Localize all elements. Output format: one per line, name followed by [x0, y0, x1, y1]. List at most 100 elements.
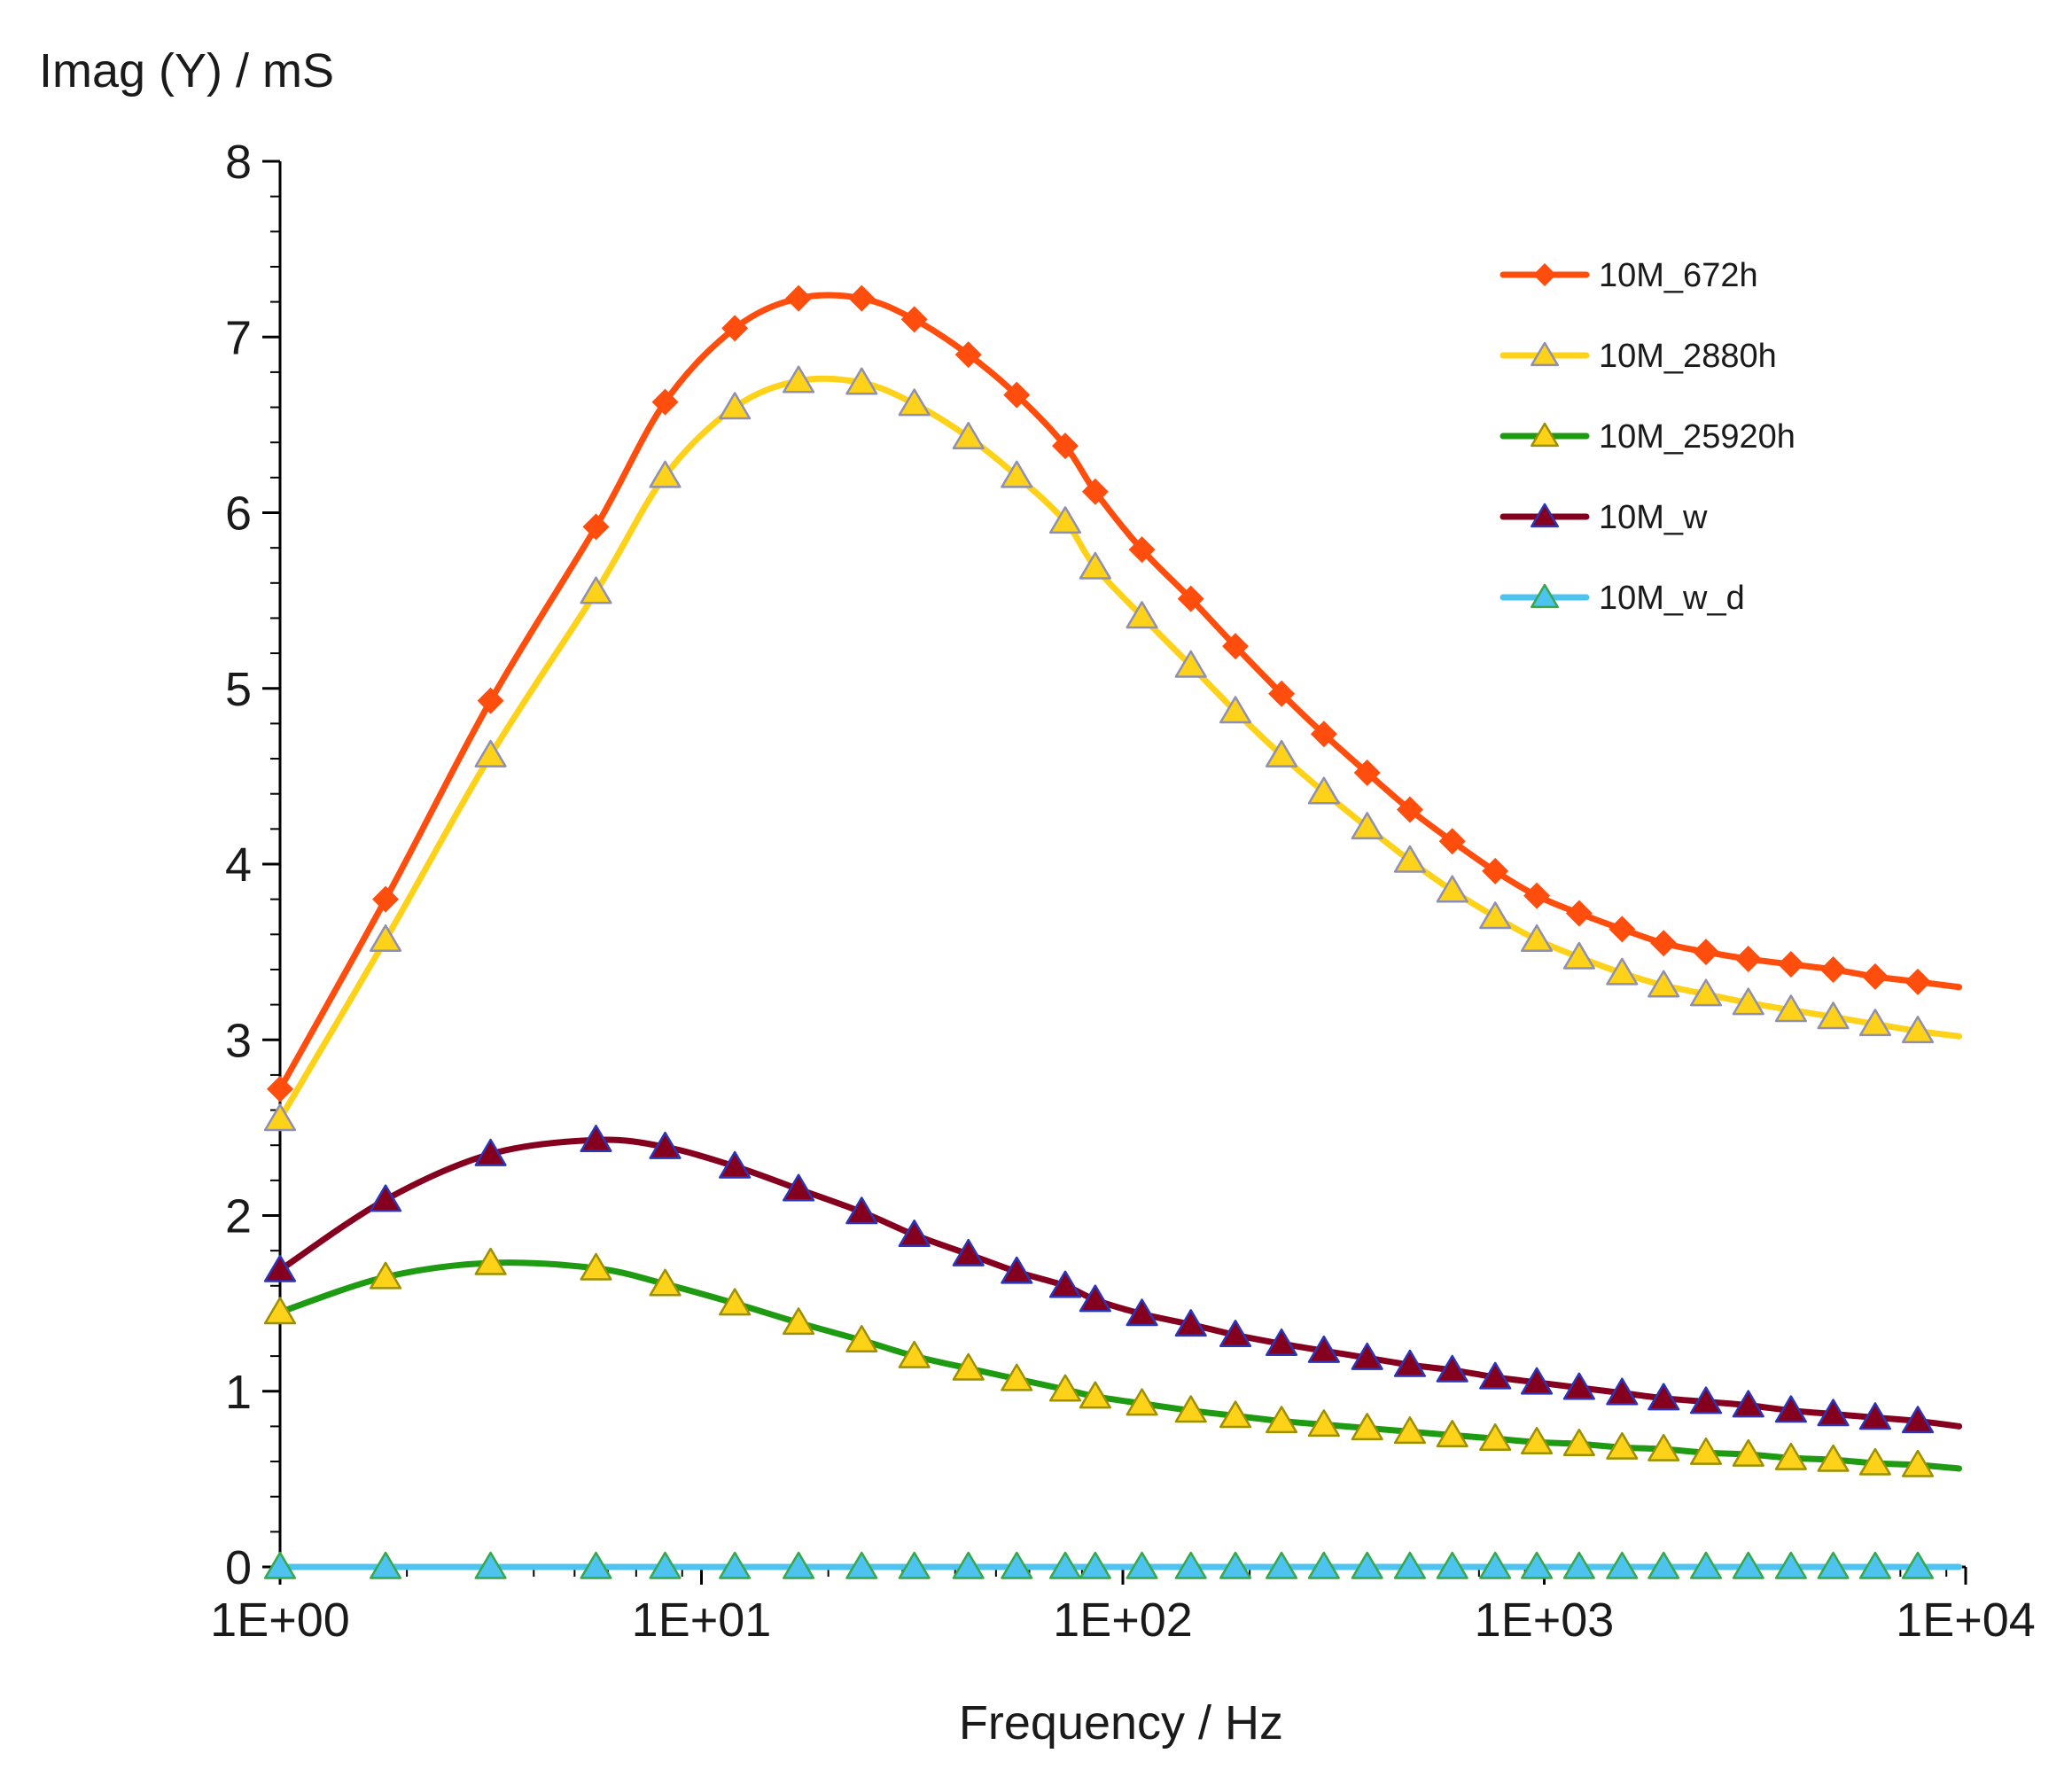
data-point [263, 1551, 297, 1579]
data-point [1079, 551, 1111, 580]
data-point [1079, 1381, 1111, 1409]
data-point [1901, 1551, 1935, 1579]
data-point [1003, 381, 1031, 409]
data-point [267, 1075, 293, 1103]
data-point [1774, 1551, 1807, 1579]
data-point [1817, 1444, 1850, 1472]
data-point [1774, 994, 1807, 1023]
legend-label: 10M_w_d [1599, 580, 1745, 617]
data-point [1732, 987, 1764, 1016]
data-point [1436, 1551, 1468, 1579]
data-point [1351, 1342, 1383, 1370]
data-point [1562, 941, 1595, 970]
data-point [1079, 1551, 1111, 1579]
legend-item-10M_672h: 10M_672h [1499, 257, 1758, 294]
data-point [372, 885, 400, 913]
data-point [719, 1150, 752, 1179]
legend-swatch-marker [1531, 583, 1559, 609]
data-point [1689, 978, 1723, 1007]
data-point [263, 1103, 297, 1132]
x-axis-title: Frequency / Hz [959, 1696, 1283, 1750]
legend-label: 10M_w [1599, 499, 1708, 536]
y-axis-title: Imag (Y) / mS [39, 44, 334, 97]
series-10M_w [263, 1125, 1963, 1434]
x-tick-label: 1E+04 [1896, 1594, 2036, 1647]
y-tick-label: 3 [225, 1014, 252, 1067]
data-point [649, 1551, 682, 1579]
data-point [719, 1551, 752, 1579]
data-point [1128, 536, 1156, 564]
data-point [1436, 875, 1468, 903]
data-point [1606, 1377, 1639, 1406]
data-point [1817, 1001, 1850, 1030]
data-point [1689, 1386, 1723, 1414]
data-point [1174, 1395, 1207, 1423]
data-point [952, 1551, 985, 1579]
data-point [582, 513, 610, 541]
data-point [1647, 1433, 1680, 1461]
data-point [1858, 1551, 1891, 1579]
data-point [1266, 739, 1298, 768]
data-point [845, 1325, 878, 1352]
data-point [1479, 1423, 1512, 1452]
y-tick-label: 6 [225, 487, 252, 541]
data-point [263, 1297, 297, 1325]
data-point [1647, 1383, 1680, 1411]
y-tick-label: 2 [225, 1190, 252, 1243]
data-point [1562, 1428, 1595, 1456]
data-point [1174, 1309, 1207, 1337]
data-point [1482, 857, 1509, 884]
data-point [952, 1352, 985, 1381]
data-point [580, 576, 612, 604]
data-point [649, 460, 682, 488]
x-tick-label: 1E+03 [1475, 1594, 1615, 1647]
data-point [649, 1131, 682, 1159]
data-point [1609, 916, 1636, 943]
series-10M_w_d [263, 1551, 1963, 1579]
data-point [370, 1261, 402, 1290]
data-point [1436, 1354, 1468, 1383]
data-point [1732, 1438, 1764, 1467]
data-point [1266, 1406, 1298, 1434]
data-point [580, 1551, 612, 1579]
data-point [1126, 1551, 1158, 1579]
series-line [277, 1259, 1963, 1472]
data-point [1351, 1551, 1383, 1579]
data-point [719, 392, 752, 420]
data-point [1307, 1335, 1340, 1363]
legend-swatch-marker [1531, 341, 1559, 367]
data-point [263, 1254, 297, 1282]
legend-item-10M_2880h: 10M_2880h [1499, 338, 1777, 375]
data-point [783, 1307, 815, 1336]
series-10M_2880h [263, 365, 1963, 1132]
data-point [1219, 1551, 1252, 1579]
legend-swatch-marker [1531, 503, 1559, 528]
data-point [1222, 633, 1250, 660]
data-point [1521, 1426, 1554, 1454]
data-point [898, 1551, 931, 1579]
data-point [1858, 1447, 1891, 1476]
data-point [1732, 1390, 1764, 1418]
series-layer [263, 284, 1963, 1579]
data-point [1689, 1551, 1723, 1579]
data-point [1174, 650, 1207, 678]
data-point [898, 1340, 931, 1368]
data-point [1048, 1374, 1082, 1402]
data-point [1001, 1551, 1033, 1579]
data-point [1650, 930, 1678, 957]
legend-item-10M_25920h: 10M_25920h [1499, 418, 1795, 456]
data-point [1126, 1388, 1158, 1416]
data-point [1647, 970, 1680, 998]
x-tick-label: 1E+02 [1053, 1594, 1193, 1647]
x-tick-label: 1E+01 [632, 1594, 772, 1647]
data-point [1219, 1320, 1252, 1348]
legend-swatch-marker [1533, 263, 1556, 286]
series-line [277, 375, 1963, 1122]
legend-swatch-marker [1531, 422, 1559, 448]
data-point [1606, 1431, 1639, 1460]
data-point [1393, 1416, 1426, 1445]
series-10M_672h [267, 284, 1963, 1103]
data-point [1001, 1256, 1033, 1284]
data-point [954, 341, 982, 369]
data-point [1606, 1551, 1639, 1579]
